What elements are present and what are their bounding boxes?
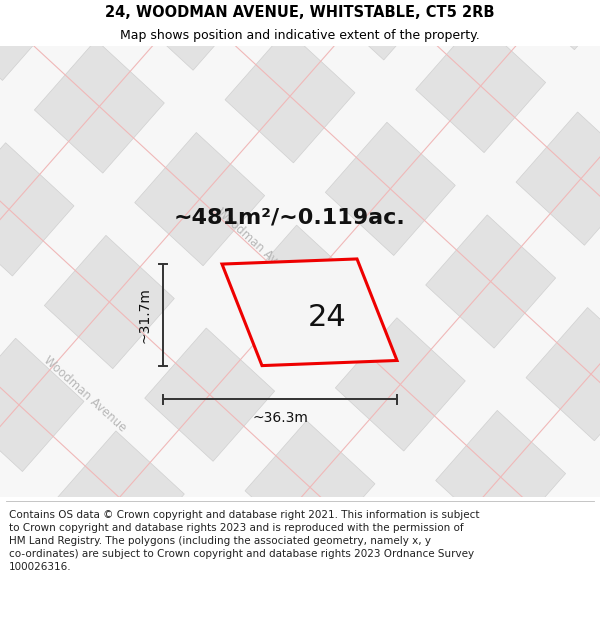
Polygon shape [225, 29, 355, 163]
Polygon shape [446, 606, 575, 625]
Polygon shape [55, 431, 184, 564]
Text: Contains OS data © Crown copyright and database right 2021. This information is : Contains OS data © Crown copyright and d… [9, 510, 479, 572]
Polygon shape [125, 0, 254, 70]
Polygon shape [235, 225, 365, 358]
Text: 24, WOODMAN AVENUE, WHITSTABLE, CT5 2RB: 24, WOODMAN AVENUE, WHITSTABLE, CT5 2RB [105, 5, 495, 20]
Text: ~31.7m: ~31.7m [138, 287, 152, 342]
Polygon shape [34, 40, 164, 173]
Polygon shape [416, 19, 545, 152]
Polygon shape [316, 0, 445, 60]
Polygon shape [44, 236, 175, 369]
Polygon shape [0, 46, 600, 497]
Polygon shape [0, 338, 84, 471]
Polygon shape [325, 122, 455, 256]
Polygon shape [516, 112, 600, 245]
Polygon shape [135, 132, 265, 266]
Polygon shape [506, 0, 600, 50]
Polygon shape [255, 616, 385, 625]
Polygon shape [145, 328, 275, 461]
Polygon shape [436, 411, 566, 544]
Polygon shape [222, 259, 397, 366]
Text: Woodman Avenue: Woodman Avenue [41, 354, 129, 435]
Text: ~481m²/~0.119ac.: ~481m²/~0.119ac. [174, 208, 406, 228]
Text: ~36.3m: ~36.3m [252, 411, 308, 425]
Polygon shape [0, 0, 64, 81]
Polygon shape [536, 503, 600, 625]
Text: 24: 24 [308, 303, 347, 332]
Polygon shape [245, 421, 375, 554]
Polygon shape [0, 534, 94, 625]
Text: Woodman Avenue: Woodman Avenue [214, 205, 302, 286]
Polygon shape [425, 215, 556, 348]
Polygon shape [346, 513, 475, 625]
Polygon shape [526, 308, 600, 441]
Polygon shape [335, 318, 465, 451]
Polygon shape [155, 524, 284, 625]
Polygon shape [0, 142, 74, 276]
Text: Map shows position and indicative extent of the property.: Map shows position and indicative extent… [120, 29, 480, 42]
